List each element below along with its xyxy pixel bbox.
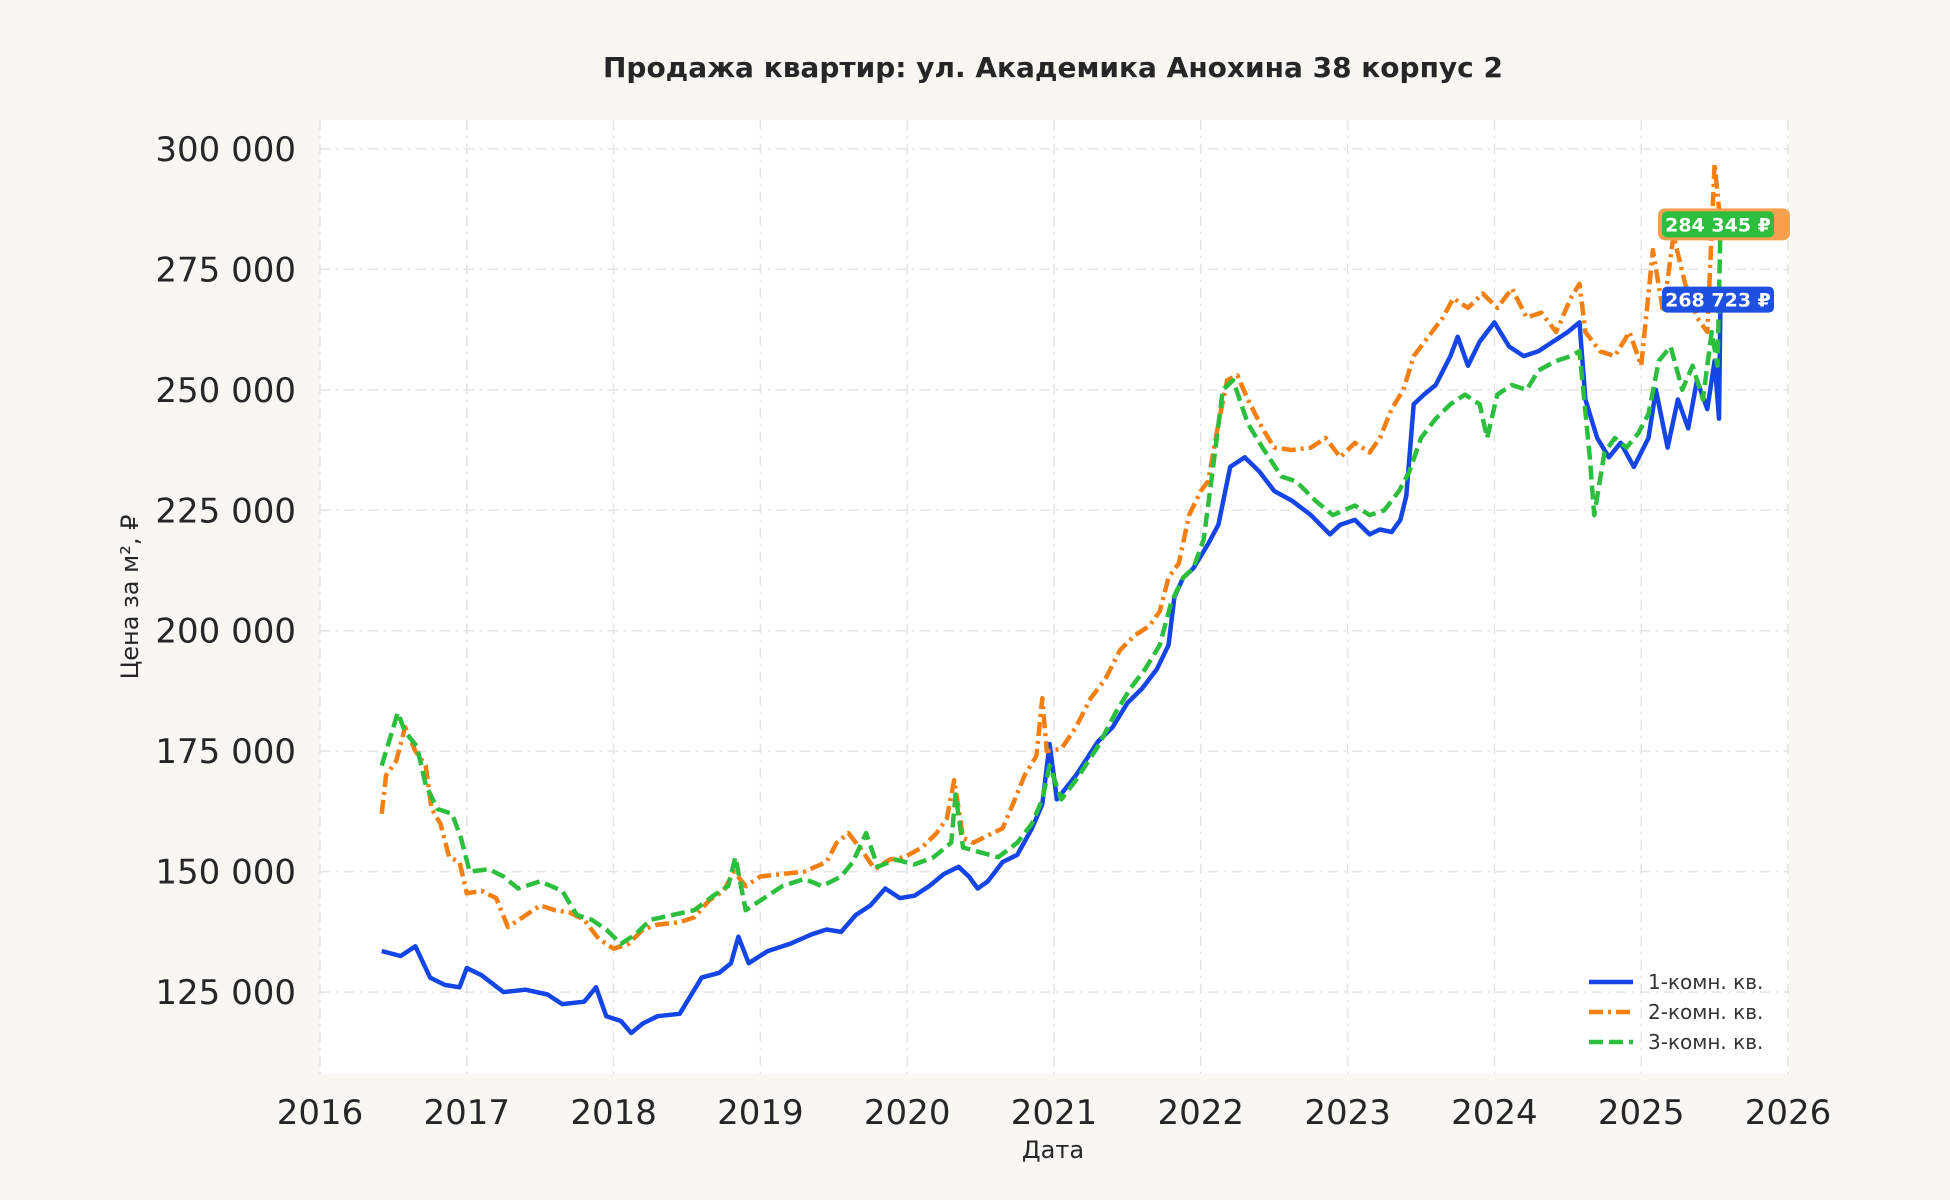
x-axis-label: Дата [1022,1136,1084,1164]
chart-title: Продажа квартир: ул. Академика Анохина 3… [603,51,1503,84]
legend-label-3: 3-комн. кв. [1648,1030,1763,1054]
x-tick-label: 2017 [424,1093,511,1133]
x-tick-label: 2018 [570,1093,657,1133]
x-tick-label: 2024 [1451,1093,1538,1133]
plot-area [320,120,1788,1074]
end-label-3-box [1662,211,1774,238]
y-tick-label: 150 000 [155,853,296,893]
series-line-1 [381,299,1723,1036]
grid [319,120,1789,1074]
x-tick-label: 2020 [864,1093,951,1133]
x-tick-label: 2023 [1304,1093,1391,1133]
legend: 1-комн. кв. 2-комн. кв. 3-комн. кв. [1589,970,1763,1054]
x-tick-labels: 2016 2017 2018 2019 2020 2021 2022 2023 2024 2025… [277,1093,1832,1133]
end-labels: 268 723 ₽284 345 ₽284 345 ₽ [1658,208,1790,313]
y-tick-label: 300 000 [155,130,296,170]
end-label-1-text: 268 723 ₽ [1665,290,1771,312]
end-label-1-box [1662,286,1774,313]
end-label-1: 268 723 ₽ [1662,286,1774,313]
legend-item-3: 3-комн. кв. [1589,1030,1763,1054]
y-tick-label: 250 000 [155,371,296,411]
series-line-3 [379,224,1723,947]
y-tick-label: 125 000 [155,973,296,1013]
series-layer [379,161,1723,1036]
x-tick-label: 2019 [717,1093,804,1133]
end-label-3: 284 345 ₽ [1662,211,1774,238]
y-tick-label: 175 000 [155,732,296,772]
y-tick-label: 275 000 [155,250,296,290]
legend-label-1: 1-комн. кв. [1648,970,1763,994]
legend-label-2: 2-комн. кв. [1648,1000,1763,1024]
legend-item-2: 2-комн. кв. [1589,1000,1763,1024]
legend-item-1: 1-комн. кв. [1589,970,1763,994]
y-tick-label: 225 000 [155,491,296,531]
y-tick-labels: 125 000 150 000 175 000 200 000 225 000 250 0… [155,130,296,1013]
x-tick-label: 2026 [1745,1093,1832,1133]
x-tick-label: 2016 [277,1093,364,1133]
x-tick-label: 2025 [1598,1093,1685,1133]
y-axis-label: Цена за м², ₽ [116,515,144,680]
x-tick-label: 2021 [1011,1093,1098,1133]
end-label-3-text: 284 345 ₽ [1665,214,1771,236]
x-tick-label: 2022 [1158,1093,1245,1133]
y-tick-label: 200 000 [155,612,296,652]
